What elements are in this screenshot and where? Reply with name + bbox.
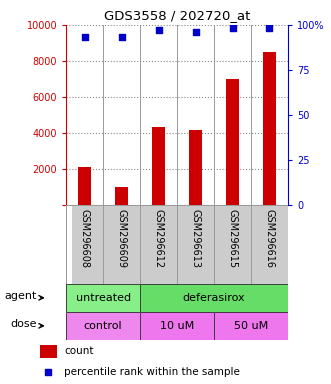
Text: 50 uM: 50 uM xyxy=(234,321,268,331)
Text: agent: agent xyxy=(4,291,36,301)
Text: percentile rank within the sample: percentile rank within the sample xyxy=(64,367,240,377)
Point xyxy=(46,369,51,375)
Point xyxy=(193,29,198,35)
Text: GSM296615: GSM296615 xyxy=(227,209,238,268)
Point xyxy=(119,34,124,40)
Bar xyxy=(189,130,202,205)
Point xyxy=(267,25,272,31)
Bar xyxy=(263,52,276,205)
Point xyxy=(156,27,161,33)
Text: 10 uM: 10 uM xyxy=(160,321,194,331)
Text: GSM296608: GSM296608 xyxy=(80,209,90,268)
Text: dose: dose xyxy=(10,319,36,329)
Bar xyxy=(40,345,57,358)
Bar xyxy=(152,127,165,205)
Text: control: control xyxy=(84,321,122,331)
Text: deferasirox: deferasirox xyxy=(183,293,245,303)
Text: untreated: untreated xyxy=(75,293,131,303)
Title: GDS3558 / 202720_at: GDS3558 / 202720_at xyxy=(104,9,250,22)
Text: GSM296612: GSM296612 xyxy=(154,209,164,268)
Point xyxy=(230,25,235,31)
Text: GSM296609: GSM296609 xyxy=(117,209,127,268)
Text: GSM296616: GSM296616 xyxy=(264,209,274,268)
Bar xyxy=(115,187,128,205)
Text: GSM296613: GSM296613 xyxy=(191,209,201,268)
Bar xyxy=(78,167,91,205)
Bar xyxy=(226,79,239,205)
Text: count: count xyxy=(64,346,94,356)
Point xyxy=(82,34,87,40)
